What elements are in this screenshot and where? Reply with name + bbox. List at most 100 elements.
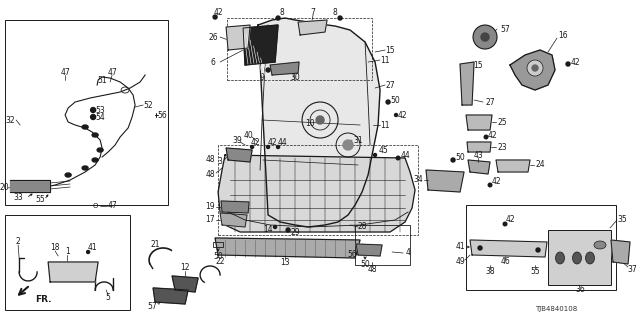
Polygon shape <box>270 62 299 75</box>
Text: 40: 40 <box>243 131 253 140</box>
Text: 29: 29 <box>291 228 300 237</box>
Text: 42: 42 <box>487 131 497 140</box>
Bar <box>227 18 372 80</box>
Text: 57: 57 <box>147 302 157 311</box>
Polygon shape <box>243 25 278 65</box>
Circle shape <box>473 25 497 49</box>
Text: 44: 44 <box>277 138 287 147</box>
Circle shape <box>91 115 95 119</box>
Polygon shape <box>496 160 530 172</box>
Ellipse shape <box>573 252 582 264</box>
Circle shape <box>396 156 400 160</box>
Circle shape <box>481 33 489 41</box>
Text: 28: 28 <box>357 222 367 231</box>
Circle shape <box>566 62 570 66</box>
Bar <box>466 205 616 290</box>
Text: 18: 18 <box>51 244 60 252</box>
Text: 1: 1 <box>65 247 70 257</box>
Text: 14: 14 <box>263 226 273 235</box>
Polygon shape <box>467 142 491 152</box>
Text: 8: 8 <box>280 8 284 17</box>
Circle shape <box>536 248 540 252</box>
Text: 24: 24 <box>535 161 545 170</box>
Bar <box>5 20 168 205</box>
Circle shape <box>86 251 90 253</box>
Text: 8: 8 <box>333 8 337 17</box>
Polygon shape <box>220 213 247 227</box>
Text: 53: 53 <box>95 106 105 115</box>
Bar <box>360 250 370 255</box>
Text: 5: 5 <box>106 293 111 302</box>
Text: 11: 11 <box>380 56 390 65</box>
Ellipse shape <box>556 252 564 264</box>
Text: 50: 50 <box>213 252 223 261</box>
Text: 27: 27 <box>385 81 395 90</box>
Text: 56: 56 <box>347 251 357 260</box>
Text: 9: 9 <box>260 73 264 82</box>
Circle shape <box>386 100 390 104</box>
Bar <box>5 215 130 310</box>
Polygon shape <box>218 155 415 232</box>
Text: O: O <box>92 203 98 209</box>
Text: 56: 56 <box>157 110 167 119</box>
Polygon shape <box>172 276 198 292</box>
Polygon shape <box>426 170 464 192</box>
Text: 46: 46 <box>500 258 510 267</box>
Text: 55: 55 <box>35 196 45 204</box>
Circle shape <box>503 222 507 226</box>
Polygon shape <box>221 201 249 213</box>
Circle shape <box>338 16 342 20</box>
Text: 34: 34 <box>413 175 423 185</box>
Text: 21: 21 <box>150 241 160 250</box>
Bar <box>218 145 418 235</box>
Text: 47: 47 <box>108 68 117 76</box>
Bar <box>548 230 611 285</box>
Text: 42: 42 <box>570 58 580 67</box>
Polygon shape <box>10 180 50 192</box>
Circle shape <box>267 146 269 148</box>
Ellipse shape <box>65 173 71 177</box>
Polygon shape <box>258 18 380 227</box>
Circle shape <box>484 135 488 139</box>
Text: TJB4840108: TJB4840108 <box>535 306 577 312</box>
Circle shape <box>374 154 376 156</box>
Ellipse shape <box>82 125 88 129</box>
Bar <box>355 225 410 265</box>
Text: 6: 6 <box>211 58 216 67</box>
Circle shape <box>273 226 276 228</box>
Circle shape <box>213 15 217 19</box>
Text: 15: 15 <box>385 45 395 54</box>
Text: 43: 43 <box>473 150 483 159</box>
Circle shape <box>91 108 95 113</box>
Text: 11: 11 <box>380 121 390 130</box>
Polygon shape <box>153 288 188 304</box>
Text: 23: 23 <box>497 142 507 151</box>
Text: 54: 54 <box>95 113 105 122</box>
Circle shape <box>394 114 397 116</box>
Text: 19: 19 <box>205 203 215 212</box>
Circle shape <box>478 246 482 250</box>
Text: 47: 47 <box>60 68 70 76</box>
Text: 50: 50 <box>390 95 400 105</box>
Text: 52: 52 <box>143 100 153 109</box>
Polygon shape <box>611 240 630 264</box>
Text: 57: 57 <box>500 25 510 34</box>
Polygon shape <box>470 240 547 257</box>
Ellipse shape <box>92 158 98 162</box>
Text: 13: 13 <box>280 259 290 268</box>
Polygon shape <box>215 238 360 258</box>
Circle shape <box>532 65 538 71</box>
Text: 45: 45 <box>378 146 388 155</box>
Polygon shape <box>466 115 492 130</box>
Text: 50: 50 <box>360 260 370 269</box>
Text: 42: 42 <box>492 178 501 187</box>
Text: 48: 48 <box>205 156 215 164</box>
Text: 12: 12 <box>180 263 190 272</box>
Text: 36: 36 <box>575 285 585 294</box>
Polygon shape <box>226 25 250 50</box>
Text: 51: 51 <box>97 76 107 84</box>
Ellipse shape <box>82 166 88 170</box>
Circle shape <box>276 146 280 148</box>
Circle shape <box>276 16 280 20</box>
Text: 41: 41 <box>87 244 97 252</box>
